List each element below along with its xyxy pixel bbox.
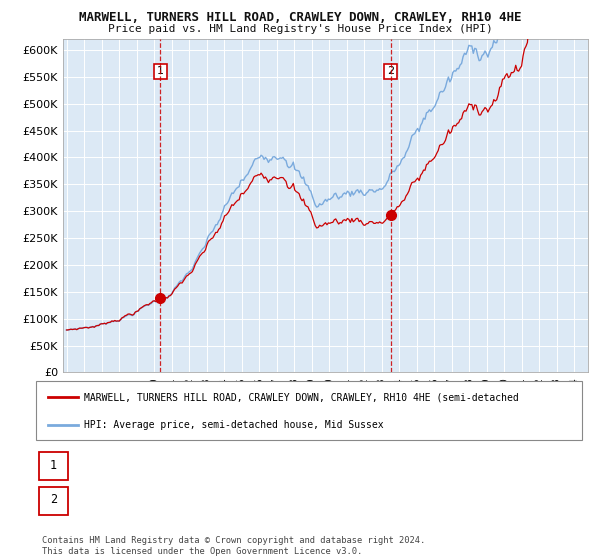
Text: HPI: Average price, semi-detached house, Mid Sussex: HPI: Average price, semi-detached house,… (84, 420, 383, 430)
Text: 1: 1 (50, 459, 57, 472)
Text: 02-MAY-2000: 02-MAY-2000 (75, 460, 149, 470)
Text: 5% ↑ HPI: 5% ↑ HPI (336, 495, 390, 505)
Text: 2: 2 (387, 67, 394, 77)
Text: Contains HM Land Registry data © Crown copyright and database right 2024.
This d: Contains HM Land Registry data © Crown c… (42, 536, 425, 556)
Text: £292,000: £292,000 (204, 495, 258, 505)
Text: Price paid vs. HM Land Registry's House Price Index (HPI): Price paid vs. HM Land Registry's House … (107, 24, 493, 34)
Text: 1: 1 (157, 67, 164, 77)
Text: 08-JUL-2013: 08-JUL-2013 (75, 495, 149, 505)
Text: 2: 2 (50, 493, 57, 506)
Text: £138,000: £138,000 (204, 460, 258, 470)
Text: MARWELL, TURNERS HILL ROAD, CRAWLEY DOWN, CRAWLEY, RH10 4HE: MARWELL, TURNERS HILL ROAD, CRAWLEY DOWN… (79, 11, 521, 24)
Text: 1% ↑ HPI: 1% ↑ HPI (336, 460, 390, 470)
Text: MARWELL, TURNERS HILL ROAD, CRAWLEY DOWN, CRAWLEY, RH10 4HE (semi-detached: MARWELL, TURNERS HILL ROAD, CRAWLEY DOWN… (84, 392, 519, 402)
